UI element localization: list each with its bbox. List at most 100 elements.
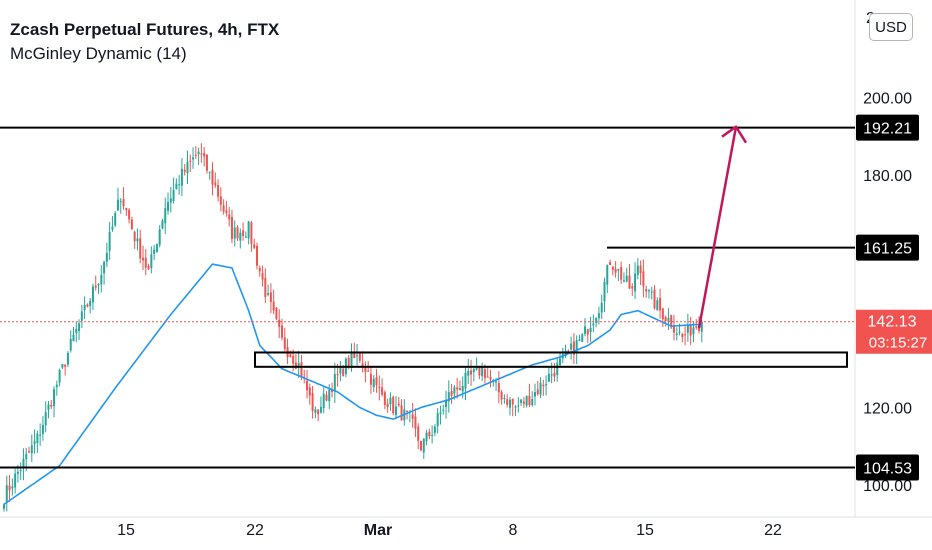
candle-body <box>19 470 22 472</box>
candle-body <box>111 226 114 230</box>
candle-body <box>314 409 317 413</box>
candle-body <box>639 265 642 274</box>
last-price-label: 142.13 <box>868 314 917 331</box>
candle-body <box>603 281 606 302</box>
bar-countdown-label: 03:15:27 <box>869 335 927 352</box>
candle-body <box>300 362 303 378</box>
candle-body <box>620 267 623 280</box>
candle-body <box>645 289 648 292</box>
candle-body <box>128 209 131 220</box>
candle-body <box>322 393 325 408</box>
candle-body <box>536 389 539 395</box>
candle-body <box>147 265 150 270</box>
candle-body <box>25 453 28 460</box>
candle-body <box>542 384 545 387</box>
symbol-title: Zcash Perpetual Futures, 4h, FTX <box>10 20 280 39</box>
candle-body <box>172 190 175 202</box>
candle-body <box>386 403 389 408</box>
candle-body <box>53 389 56 407</box>
candle-body <box>36 433 39 443</box>
candle-body <box>153 249 156 255</box>
candle-body <box>253 244 256 248</box>
candle-body <box>244 236 247 238</box>
candle-body <box>91 286 94 303</box>
level-badge <box>856 114 919 141</box>
candle-body <box>347 357 350 366</box>
candle-body <box>353 352 356 359</box>
support-zone-box[interactable] <box>254 351 848 368</box>
candle-body <box>575 340 578 353</box>
candle-body <box>611 266 614 270</box>
candle-body <box>489 376 492 380</box>
candle-body <box>414 416 417 429</box>
candle-body <box>50 404 53 407</box>
currency-button[interactable]: USD <box>869 13 913 41</box>
candle-body <box>659 297 662 311</box>
candle-body <box>269 292 272 303</box>
candle-body <box>439 412 442 414</box>
candle-body <box>681 334 684 337</box>
chart-legend: Zcash Perpetual Futures, 4h, FTX McGinle… <box>10 18 279 66</box>
candle-body <box>692 327 695 335</box>
indicator-label[interactable]: McGinley Dynamic (14) <box>10 44 187 63</box>
candle-body <box>442 409 445 411</box>
candle-body <box>636 265 639 275</box>
candle-body <box>545 383 548 386</box>
candle-body <box>64 364 67 367</box>
candle-body <box>158 229 161 245</box>
candle-body <box>617 269 620 271</box>
candle-body <box>481 366 484 377</box>
candle-body <box>319 406 322 413</box>
candle-body <box>369 373 372 385</box>
level-badge <box>856 234 919 261</box>
candle-body <box>595 317 598 323</box>
candle-body <box>11 486 14 489</box>
candle-body <box>41 424 44 434</box>
candle-body <box>550 374 553 376</box>
candle-body <box>631 286 634 289</box>
candle-body <box>634 273 637 292</box>
candle-body <box>672 325 675 333</box>
candle-body <box>211 169 214 185</box>
candle-body <box>478 366 481 376</box>
candle-body <box>397 403 400 406</box>
x-tick-label: 15 <box>636 522 654 539</box>
candle-body <box>336 374 339 376</box>
candle-body <box>22 458 25 468</box>
candle-body <box>389 397 392 405</box>
candle-body <box>258 267 261 272</box>
candle-body <box>559 358 561 366</box>
candle-body <box>155 244 158 252</box>
candle-body <box>436 413 439 427</box>
candle-body <box>358 352 361 361</box>
candle-body <box>586 329 589 335</box>
candle-body <box>150 254 153 269</box>
candle-body <box>306 380 309 391</box>
candle-body <box>255 245 258 266</box>
candle-body <box>508 399 511 408</box>
y-tick-label: 100.00 <box>863 478 912 495</box>
level-badge <box>856 454 919 481</box>
candle-body <box>247 221 250 239</box>
candle-body <box>592 323 595 326</box>
candle-body <box>72 334 75 342</box>
candle-body <box>3 504 5 509</box>
candle-body <box>584 326 587 334</box>
candle-body <box>222 205 225 212</box>
candle-body <box>361 363 364 367</box>
candle-body <box>689 325 692 336</box>
candle-body <box>39 434 42 436</box>
candle-body <box>219 196 222 205</box>
candle-body <box>5 485 8 502</box>
projection-arrow[interactable] <box>697 126 738 329</box>
candle-body <box>578 339 581 341</box>
candle-body <box>194 154 197 156</box>
candle-body <box>528 395 531 406</box>
candle-body <box>675 333 678 335</box>
candle-body <box>420 440 422 451</box>
candle-body <box>119 201 122 203</box>
mcginley-dynamic-line <box>3 263 702 506</box>
x-tick-label: 8 <box>509 522 518 539</box>
candle-body <box>628 275 631 289</box>
